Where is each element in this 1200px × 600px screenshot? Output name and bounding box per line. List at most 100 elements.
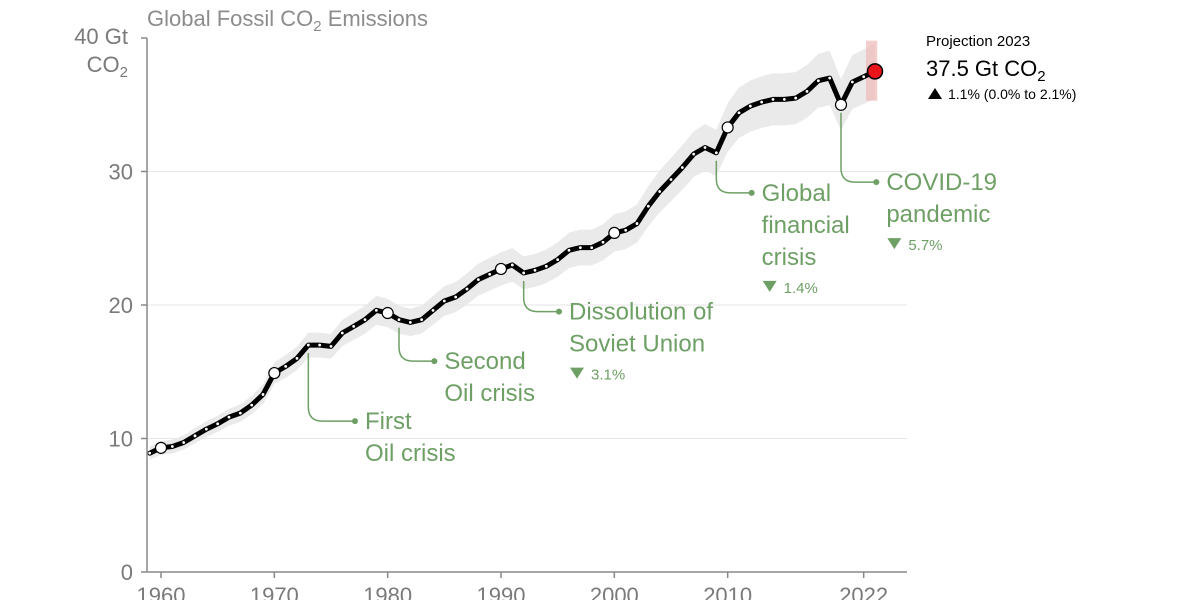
data-point [805,90,809,93]
data-point [544,264,548,268]
data-point [227,415,231,419]
x-tick-label: 2022 [839,583,888,600]
data-point [714,151,718,155]
annotation-label-line: crisis [762,244,817,271]
data-point [669,178,673,181]
highlight-point [494,262,508,276]
data-point [680,166,684,169]
data-point [760,100,764,104]
annotation-label-line: First [365,408,412,435]
data-point [476,278,480,282]
projection-label: Projection 2023 [926,33,1030,50]
x-tick-label: 2000 [590,583,639,600]
annotation-label-line: Global [762,180,831,207]
data-point [363,318,367,322]
x-tick-labels: 1960 1970 1980 1990 2000 2010 2022 [137,583,889,600]
highlight-point [608,226,621,240]
annotation-label: COVID-19 pandemic [886,169,997,228]
emissions-series [147,63,884,456]
data-point [624,228,628,232]
chart-title: Global Fossil CO2 Emissions [147,6,428,35]
annotation-label-line: financial [762,212,850,239]
down-triangle-icon [887,238,902,250]
y-axis-unit-top: 40 Gt [74,24,128,49]
highlight-point [154,441,168,454]
data-point [306,343,310,347]
data-point [828,76,832,80]
annotation-label: First Oil crisis [365,408,456,467]
annotation-label: Dissolution of Soviet Union [569,299,713,358]
event-annotations: First Oil crisis Second Oil crisis Dissoluti… [365,169,997,467]
uncertainty-band [149,43,875,460]
data-point [295,357,299,360]
data-point [170,445,174,448]
axes [141,37,907,578]
highlight-point [381,306,394,320]
y-tick-label: 0 [121,560,133,585]
data-point [318,343,322,347]
annotation-dot [748,189,755,196]
data-point [635,222,639,225]
data-point [658,190,662,193]
data-point [601,240,605,244]
data-point [850,80,854,84]
data-point [284,365,288,368]
annotation-label: Second Oil crisis [444,348,535,407]
data-point [862,75,866,79]
y-axis-unit-bottom: CO2 [87,52,128,81]
uncertainty-band-area [149,43,875,460]
data-point [646,204,650,208]
annotation-leader [398,327,435,362]
y-tick-label: 30 [109,160,133,185]
data-point [148,451,152,455]
data-point [329,344,333,348]
annotation-label: Global financial crisis [762,180,850,271]
data-point [692,152,696,156]
data-point [420,318,424,322]
data-point [340,331,344,335]
data-point [261,393,265,396]
data-point [782,98,786,101]
data-point [794,96,798,100]
y-tick-labels: 0 10 20 30 [109,160,133,586]
projection-callout: Projection 2023 37.5 Gt CO2 1.1% (0.0% t… [926,33,1076,102]
projection-change: 1.1% (0.0% to 2.1%) [948,86,1076,102]
annotation-dot [431,358,438,365]
data-point [352,324,356,328]
annotation-leader [307,353,355,422]
data-point [533,268,537,272]
data-point [578,246,582,249]
x-tick-label: 2010 [703,583,752,600]
data-point [816,79,820,83]
projection-point [866,63,884,80]
data-point [182,441,186,444]
data-point [510,263,514,267]
data-point [748,104,752,108]
annotation-label-line: pandemic [886,201,990,228]
data-point [204,427,208,431]
data-point [397,318,401,322]
data-point [771,98,775,101]
down-triangle-icon [762,280,777,292]
data-point [703,146,707,149]
data-point [442,299,446,303]
highlight-point [268,366,281,380]
x-tick-label: 1970 [250,583,299,600]
annotation-leader [840,112,877,183]
annotation-percent: 5.7% [908,237,942,254]
data-point [238,411,242,415]
data-point [193,434,197,438]
annotation-label-line: Oil crisis [444,380,535,407]
annotation-label-line: Soviet Union [569,331,705,358]
data-point [216,422,220,426]
highlight-point [721,121,734,134]
data-point [488,272,492,276]
annotation-label-line: Second [444,348,525,375]
highlight-point [834,98,848,111]
annotation-percent: 3.1% [591,367,625,384]
data-point [522,271,526,275]
annotation-dot [352,418,358,425]
x-tick-label: 1960 [137,583,186,600]
annotation-label-line: Oil crisis [365,440,456,467]
